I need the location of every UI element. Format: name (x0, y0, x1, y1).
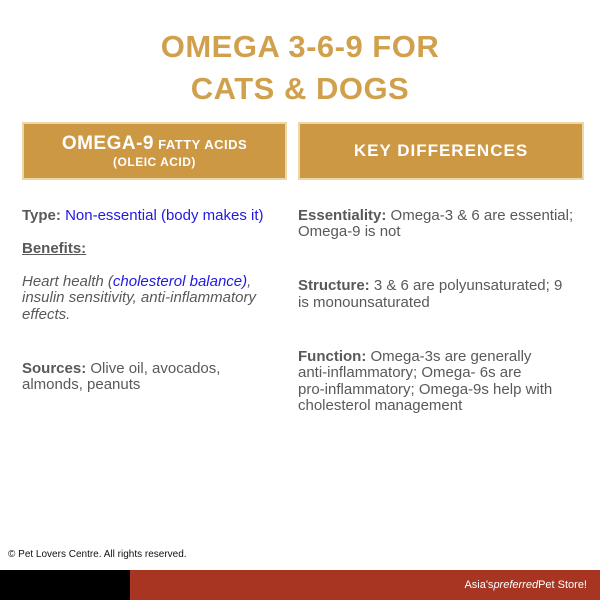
essentiality-text: Omega-3 & 6 are essential; Omega-9 is no… (298, 206, 574, 240)
essentiality-label: Essentiality: (298, 206, 387, 224)
structure-label: Structure: (298, 277, 370, 294)
brand-bar: Asia's preferred Pet Store! (0, 570, 600, 600)
type-label: Type: (22, 206, 61, 224)
copyright-notice: © Pet Lovers Centre. All rights reserved… (8, 549, 187, 560)
sources-label: Sources: (22, 359, 87, 377)
function-row: Function: Omega-3s are generally anti-in… (298, 332, 584, 415)
sources-row: Sources: Olive oil, avocados, almonds, p… (22, 344, 287, 394)
benefits-text-end: , insulin sensitivity, anti-inflammatory… (22, 272, 256, 323)
brand-tagline-end: Pet Store! (538, 579, 587, 591)
benefits-text: Heart health (cholesterol balance), insu… (22, 257, 287, 323)
brand-tagline-start: Asia's (464, 579, 494, 591)
structure-text: 3 & 6 are polyunsaturated; 9 is monounsa… (298, 277, 563, 311)
brand-logo-block (0, 570, 130, 600)
function-label: Function: (298, 347, 367, 365)
type-row: Type: Non-essential (body makes it) (22, 191, 287, 224)
omega9-header-line1: OMEGA-9 FATTY ACIDS (24, 132, 285, 155)
function-text: Omega-3s are generally anti-inflammatory… (298, 347, 553, 414)
benefits-label: Benefits: (22, 239, 87, 257)
omega9-header-bar: OMEGA-9 FATTY ACIDS (OLEIC ACID) (22, 122, 287, 180)
brand-tagline-italic: preferred (493, 579, 539, 591)
page-title: OMEGA 3-6-9 FOR CATS & DOGS (0, 0, 600, 110)
content-columns: OMEGA-9 FATTY ACIDS (OLEIC ACID) Type: N… (22, 122, 584, 419)
type-value: Non-essential (body makes it) (60, 206, 264, 224)
benefits-link[interactable]: cholesterol balance) (112, 272, 248, 290)
essentiality-row: Essentiality: Omega-3 & 6 are essential;… (298, 191, 584, 241)
sources-value: Olive oil, avocados, almonds, peanuts (22, 359, 221, 393)
brand-tagline: Asia's preferred Pet Store! (130, 570, 600, 600)
differences-header: KEY DIFFERENCES (353, 141, 529, 160)
omega9-header-sub: (OLEIC ACID) (113, 154, 196, 169)
omega9-body: Type: Non-essential (body makes it) Bene… (22, 191, 287, 394)
benefits-text-start: Heart health ( (22, 272, 113, 290)
differences-header-bar: KEY DIFFERENCES (298, 122, 584, 180)
omega9-column: OMEGA-9 FATTY ACIDS (OLEIC ACID) Type: N… (22, 122, 287, 419)
differences-body: Essentiality: Omega-3 & 6 are essential;… (298, 191, 584, 415)
differences-column: KEY DIFFERENCES Essentiality: Omega-3 & … (298, 122, 584, 419)
page-title-line1: OMEGA 3-6-9 FOR (160, 29, 440, 64)
page-title-line2: CATS & DOGS (190, 71, 410, 106)
omega9-header-suffix: FATTY ACIDS (158, 136, 248, 152)
structure-row: Structure: 3 & 6 are polyunsaturated; 9 … (298, 262, 584, 312)
benefits-label-row: Benefits: (22, 224, 287, 257)
omega9-header-main: OMEGA-9 (61, 132, 154, 154)
